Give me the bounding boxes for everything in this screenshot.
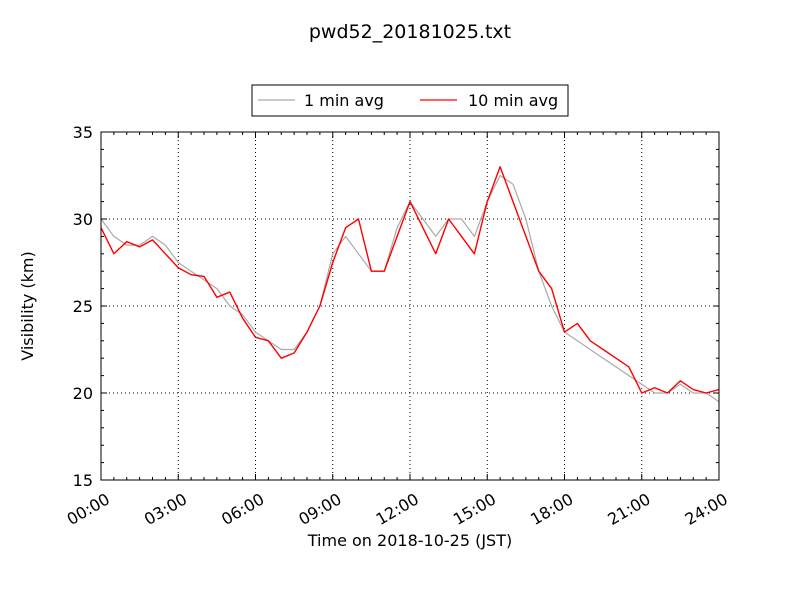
y-axis-label: Visibility (km)	[18, 251, 37, 360]
y-tick-label: 20	[73, 384, 93, 403]
series-layer	[101, 166, 719, 403]
grid-lines	[101, 132, 719, 480]
axis-ticks: 00:00 03:00 06:00 09:00 12:00 15:00 18:00 21:00…	[64, 123, 731, 529]
y-tick-label: 15	[73, 471, 93, 490]
plot-frame	[100, 131, 720, 481]
x-tick-label: 12:00	[373, 489, 422, 529]
x-tick-label: 00:00	[64, 489, 113, 529]
legend-label-10-min-avg: 10 min avg	[468, 91, 558, 110]
x-tick-label: 06:00	[218, 489, 267, 529]
legend-label-1-min-avg: 1 min avg	[304, 91, 384, 110]
x-tick-label: 18:00	[527, 489, 576, 529]
x-tick-label: 03:00	[141, 489, 190, 529]
chart-legend: 1 min avg 10 min avg	[251, 84, 569, 117]
legend-box	[251, 84, 569, 117]
y-tick-label: 35	[73, 123, 93, 142]
x-tick-label: 09:00	[295, 489, 344, 529]
x-tick-label: 24:00	[682, 489, 731, 529]
x-axis-label: Time on 2018-10-25 (JST)	[307, 531, 512, 550]
y-tick-label: 30	[73, 210, 93, 229]
chart-title: pwd52_20181025.txt	[309, 21, 511, 43]
y-tick-label: 25	[73, 297, 93, 316]
series-line-10-min-avg	[101, 166, 719, 394]
x-tick-label: 15:00	[450, 489, 499, 529]
x-tick-label: 21:00	[604, 489, 653, 529]
